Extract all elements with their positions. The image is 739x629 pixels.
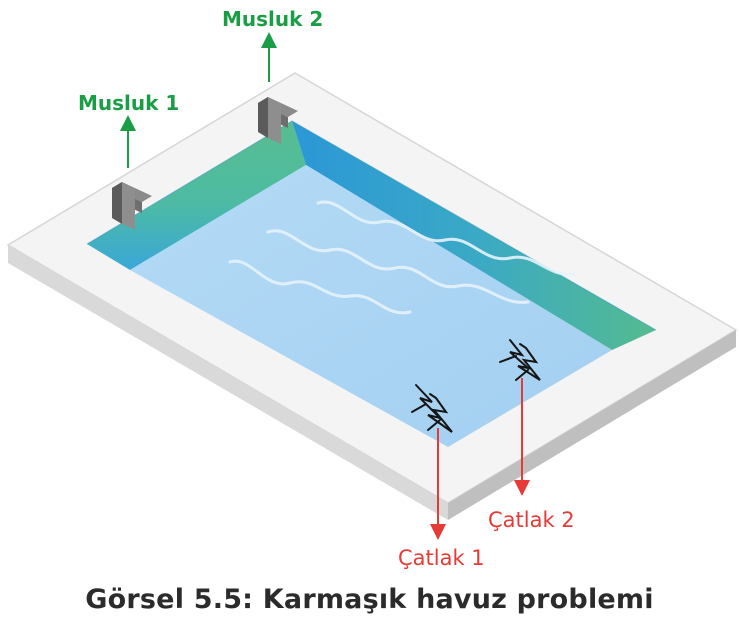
crack-2-label: Çatlak 2	[488, 508, 575, 532]
figure-caption: Görsel 5.5: Karmaşık havuz problemi	[85, 584, 654, 615]
crack-1-icon	[411, 384, 453, 433]
pool-diagram: Musluk 1 Musluk 2 Çatlak 2 Çatlak 1	[6, 7, 738, 570]
crack-1-label: Çatlak 1	[398, 546, 485, 570]
tap-2	[258, 97, 298, 144]
tap-1	[112, 182, 152, 230]
water-surface	[130, 165, 612, 447]
tap-2-label: Musluk 2	[222, 7, 323, 31]
crack-2-icon	[499, 339, 541, 381]
pool-basin	[86, 120, 657, 447]
tap-1-label: Musluk 1	[78, 91, 179, 115]
water-waves	[228, 200, 576, 315]
